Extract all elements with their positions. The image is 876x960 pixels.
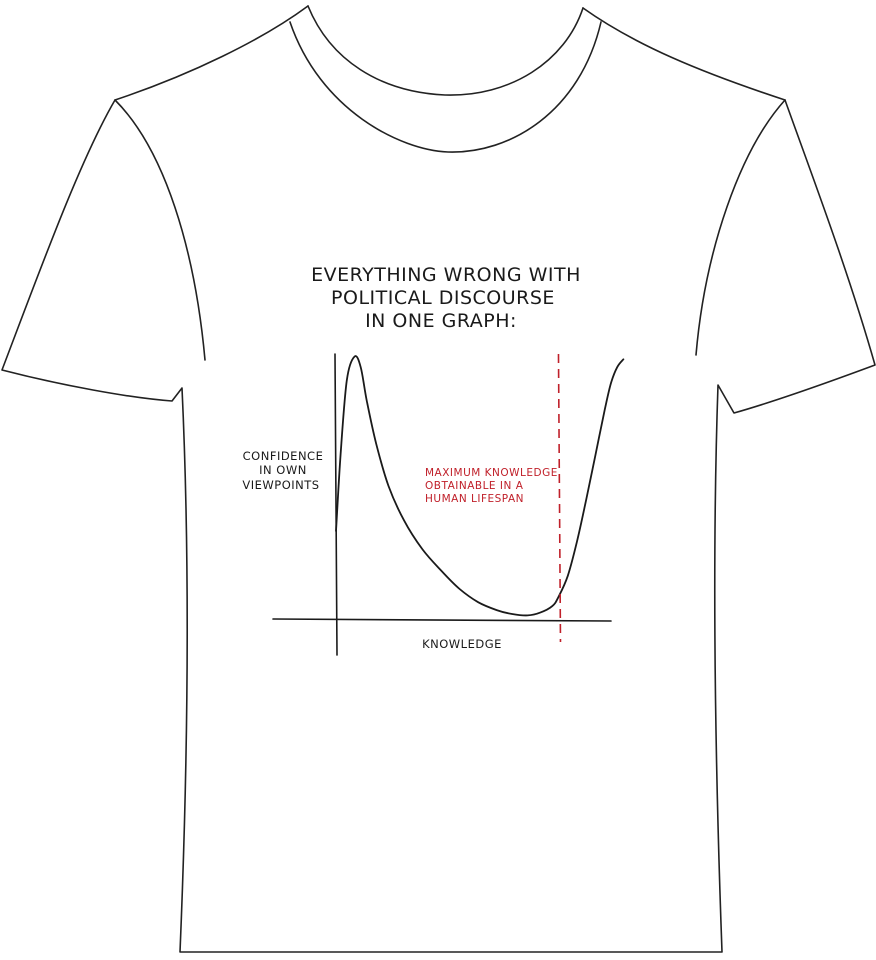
y-axis-label-line-2: IN OWN — [259, 463, 307, 477]
max-knowledge-dashed-line — [557, 353, 562, 643]
annotation-line-1: MAXIMUM KNOWLEDGE — [425, 467, 558, 479]
annotation-line-3: HUMAN LIFESPAN — [425, 493, 524, 505]
confidence-curve — [335, 355, 625, 617]
neckline-outer — [307, 5, 584, 96]
right-sleeve-seam — [695, 99, 786, 356]
chart-title-line-1: EVERYTHING WRONG WITH — [311, 264, 581, 286]
x-axis — [272, 618, 612, 622]
y-axis-label: CONFIDENCE IN OWN VIEWPOINTS — [242, 449, 324, 492]
x-axis-label: KNOWLEDGE — [422, 637, 502, 651]
y-axis-label-line-1: CONFIDENCE — [243, 449, 324, 463]
left-sleeve-seam — [114, 99, 206, 361]
tshirt-body-outline — [1, 5, 876, 953]
annotation-line-2: OBTAINABLE IN A — [425, 480, 524, 492]
chart-title: EVERYTHING WRONG WITH POLITICAL DISCOURS… — [311, 264, 581, 332]
max-knowledge-annotation: MAXIMUM KNOWLEDGE OBTAINABLE IN A HUMAN … — [425, 467, 558, 505]
chart-title-line-3: IN ONE GRAPH: — [365, 310, 517, 332]
tshirt-outline — [1, 5, 876, 953]
y-axis — [334, 353, 338, 656]
y-axis-label-line-3: VIEWPOINTS — [242, 478, 319, 492]
neckline-inner — [289, 21, 602, 153]
chart-title-line-2: POLITICAL DISCOURSE — [331, 287, 555, 309]
